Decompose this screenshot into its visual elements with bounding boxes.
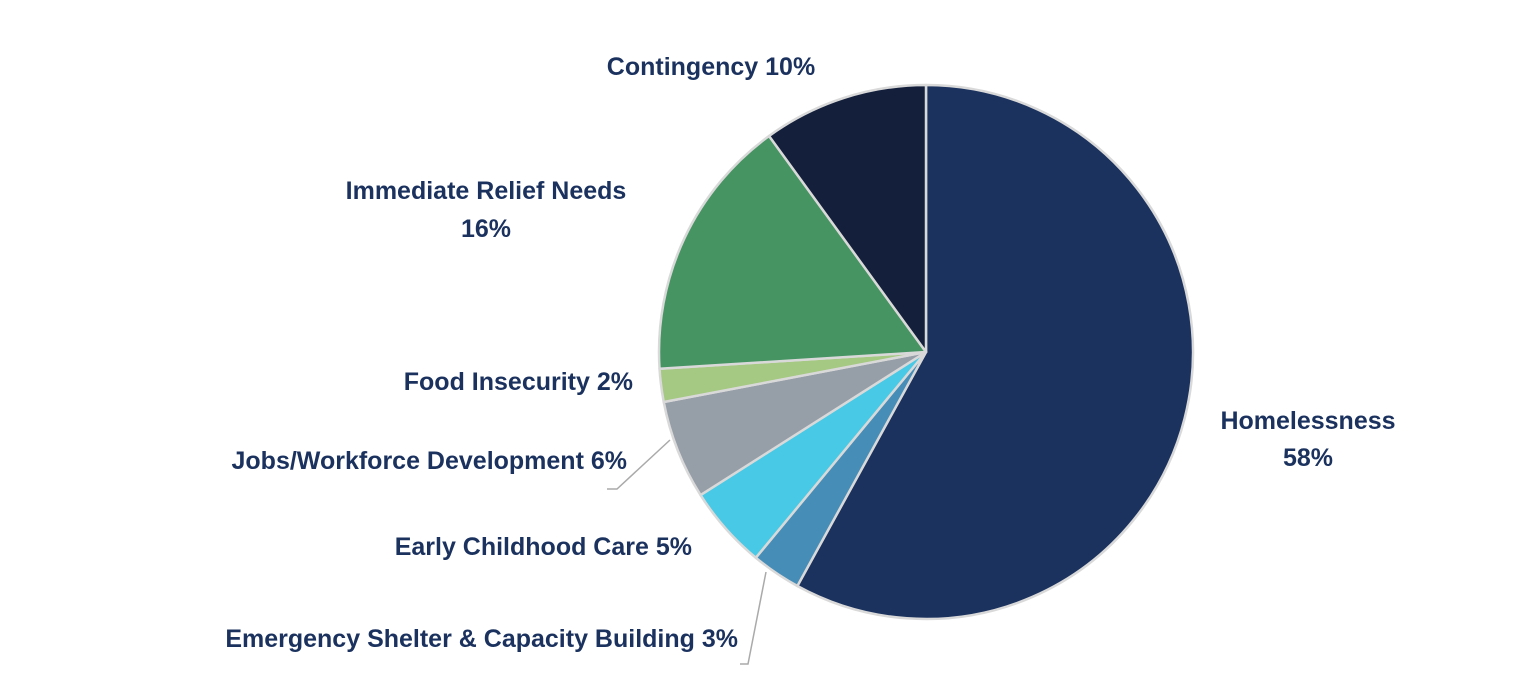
label-contingency: Contingency 10% (607, 53, 815, 81)
pie-slice-immediate-relief-needs (657, 134, 928, 371)
label-food-insecurity: Food Insecurity 2% (404, 368, 633, 396)
label-immediate-relief: Immediate Relief Needs (346, 177, 627, 205)
leader-line-jobs (607, 439, 671, 490)
pie-slice-homelessness (796, 83, 1195, 621)
label-immediate-relief-value: 16% (461, 215, 511, 243)
label-jobs: Jobs/Workforce Development 6% (232, 447, 628, 475)
label-emergency-shelter: Emergency Shelter & Capacity Building 3% (225, 625, 738, 653)
label-early-childhood: Early Childhood Care 5% (395, 533, 692, 561)
label-homelessness-value: 58% (1283, 444, 1333, 472)
label-homelessness: Homelessness (1220, 407, 1395, 435)
leader-line-emergency-shelter (740, 571, 767, 665)
pie-slice-contingency (767, 83, 928, 354)
